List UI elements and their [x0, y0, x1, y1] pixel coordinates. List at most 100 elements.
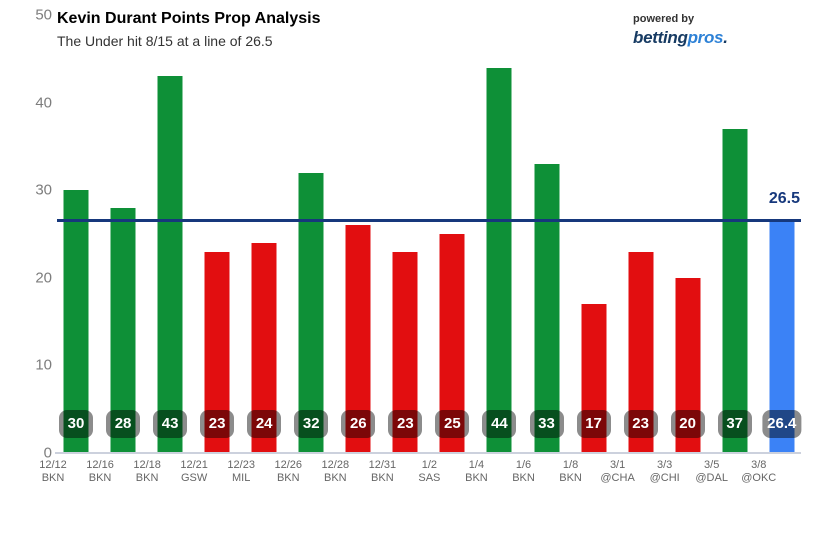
- y-tick-label: 0: [43, 444, 52, 462]
- game-date: 12/18: [133, 459, 161, 471]
- value-label: 25: [444, 415, 461, 432]
- value-label: 24: [255, 415, 273, 432]
- game-date: 12/26: [274, 459, 303, 471]
- game-date: 1/8: [562, 459, 579, 471]
- bar-group: 20 3/3 @CHI: [650, 0, 713, 545]
- bar-group: 23 12/21 GSW: [180, 0, 242, 545]
- value-label: 32: [302, 415, 320, 432]
- value-badge: 20: [670, 410, 705, 438]
- value-label: 44: [491, 415, 508, 432]
- value-badge: 23: [623, 410, 658, 438]
- value-badge: 37: [717, 410, 752, 438]
- x-axis-label: 12/26 BKN: [258, 459, 318, 485]
- game-opponent: GSW: [181, 472, 208, 484]
- x-axis-label: 1/4 BKN: [446, 459, 506, 485]
- bar: [628, 251, 654, 453]
- game-date: 1/2: [421, 459, 438, 471]
- y-tick-label: 30: [35, 181, 52, 199]
- value-badge: 23: [200, 410, 235, 438]
- value-badge: 25: [435, 410, 470, 438]
- bar-group: 44 1/4 BKN: [465, 0, 524, 545]
- x-axis-label: 12/21 GSW: [164, 459, 224, 485]
- game-date: 12/31: [368, 459, 397, 471]
- x-axis-label: 12/18 BKN: [117, 459, 177, 485]
- value-label: 26.4: [767, 415, 797, 432]
- value-badge: 23: [388, 410, 423, 438]
- game-opponent: BKN: [512, 472, 535, 484]
- x-axis-label: 1/8 BKN: [541, 459, 601, 485]
- value-label: 23: [632, 415, 649, 432]
- game-date: 1/6: [515, 459, 532, 471]
- game-opponent: BKN: [88, 472, 112, 484]
- bar: [722, 128, 748, 453]
- bar: [110, 207, 136, 453]
- game-date: 3/8: [751, 459, 767, 471]
- bar-group: 23 3/1 @CHA: [600, 0, 666, 545]
- game-opponent: @OKC: [741, 472, 777, 484]
- value-badge: 33: [529, 410, 564, 438]
- game-opponent: BKN: [135, 472, 159, 484]
- value-badge: 24: [247, 410, 282, 438]
- x-axis-label: 3/1 @CHA: [588, 459, 648, 485]
- game-opponent: @CHA: [600, 472, 635, 484]
- bar-group: 43 12/18 BKN: [133, 0, 195, 545]
- value-badge: 30: [59, 410, 93, 438]
- value-badge: 32: [294, 410, 329, 438]
- bar-group: 25 1/2 SAS: [418, 0, 477, 545]
- game-opponent: BKN: [559, 472, 582, 484]
- bar: [486, 67, 512, 453]
- bar-group: 37 3/5 @DAL: [695, 0, 760, 545]
- bar-group: 17 1/8 BKN: [559, 0, 619, 545]
- value-label: 23: [397, 415, 414, 432]
- value-label: 30: [67, 415, 85, 432]
- value-label: 26: [349, 415, 367, 432]
- game-date: 3/1: [609, 459, 626, 471]
- bar-group: 26 12/28 BKN: [322, 0, 383, 545]
- value-label: 23: [208, 415, 226, 432]
- bar-group: 33 1/6 BKN: [512, 0, 572, 545]
- x-axis-label: 1/6 BKN: [494, 459, 554, 485]
- game-date: 12/16: [86, 459, 114, 471]
- bar-group: 26.4 3/8 @OKC: [741, 0, 807, 545]
- x-axis-label: 12/28 BKN: [305, 459, 365, 485]
- x-axis-label: 12/16 BKN: [70, 459, 130, 485]
- brand-dot: .: [723, 28, 728, 47]
- bar: [581, 304, 607, 453]
- game-date: 3/5: [704, 459, 720, 471]
- value-badge: 26: [341, 410, 376, 438]
- bar: [251, 242, 277, 453]
- y-tick-label: 20: [35, 269, 52, 287]
- value-badge: 17: [576, 410, 611, 438]
- bar-group: 28 12/16 BKN: [86, 0, 148, 545]
- bar: [769, 221, 795, 453]
- game-opponent: MIL: [232, 472, 251, 484]
- game-date: 12/21: [180, 459, 208, 471]
- x-axis-label: 1/2 SAS: [399, 459, 459, 485]
- bar: [534, 163, 559, 453]
- bar: [392, 251, 418, 453]
- x-axis-label: 12/23 MIL: [211, 459, 271, 485]
- bar: [345, 225, 371, 453]
- game-opponent: BKN: [41, 472, 65, 484]
- game-date: 12/12: [39, 459, 67, 471]
- value-label: 43: [161, 415, 179, 432]
- game-date: 3/3: [656, 459, 673, 471]
- bar-group: 30 12/12 BKN: [39, 0, 101, 545]
- x-axis-label: 3/5 @DAL: [682, 459, 742, 485]
- game-opponent: BKN: [465, 472, 488, 484]
- y-tick-label: 10: [35, 356, 52, 374]
- bar: [157, 76, 183, 453]
- x-axis-label: 3/8 @OKC: [729, 459, 789, 485]
- game-date: 12/23: [227, 459, 255, 471]
- value-label: 28: [114, 415, 132, 432]
- value-label: 37: [726, 415, 744, 432]
- game-opponent: BKN: [371, 472, 394, 484]
- chart-title: Kevin Durant Points Prop Analysis: [57, 10, 321, 27]
- x-axis-line: [55, 452, 801, 454]
- bar: [675, 277, 701, 453]
- value-label: 17: [585, 415, 602, 432]
- brand-wordmark: bettingpros.: [633, 29, 728, 46]
- game-date: 1/4: [468, 459, 485, 471]
- bettingpros-logo: powered by bettingpros.: [633, 14, 728, 47]
